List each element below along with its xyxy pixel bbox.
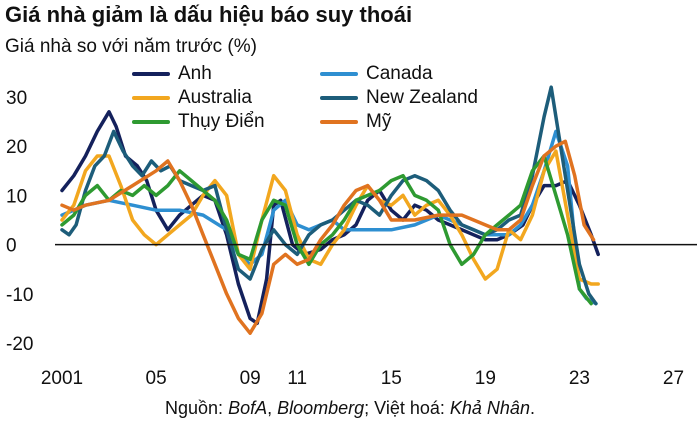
source-sep-2: ; Việt hoá: — [364, 398, 450, 418]
series-line-4 — [60, 154, 593, 306]
x-tick-label: 11 — [287, 368, 307, 389]
y-tick-label: 0 — [6, 236, 17, 257]
legend-label: Anh — [178, 63, 212, 84]
source-end: . — [529, 398, 535, 418]
legend-item: Australia — [132, 86, 252, 110]
x-tick-label: 19 — [475, 368, 496, 389]
legend-swatch — [320, 72, 358, 76]
y-tick-label: 20 — [6, 137, 27, 158]
x-tick-label: 05 — [146, 368, 167, 389]
legend-label: Canada — [366, 63, 433, 84]
source-sep-1: , — [267, 398, 278, 418]
legend-swatch — [132, 120, 170, 124]
legend-item: Canada — [320, 62, 433, 86]
legend-label: New Zealand — [366, 87, 478, 108]
x-tick-label: 2001 — [41, 368, 83, 389]
y-tick-label: 10 — [6, 186, 27, 207]
legend-label: Australia — [178, 87, 252, 108]
legend-label: Mỹ — [366, 111, 392, 132]
legend-item: New Zealand — [320, 86, 478, 110]
x-tick-label: 23 — [569, 368, 590, 389]
source-author: Khả Nhân — [449, 398, 530, 418]
x-tick-label: 15 — [381, 368, 402, 389]
y-tick-label: -20 — [6, 334, 33, 355]
legend-label: Thụy Điển — [178, 111, 265, 132]
chart-title: Giá nhà giảm là dấu hiệu báo suy thoái — [5, 2, 413, 27]
legend-item: Mỹ — [320, 110, 391, 134]
y-tick-label: -10 — [6, 285, 33, 306]
source-bofa: BofA — [228, 398, 268, 418]
legend-item: Thụy Điển — [132, 110, 265, 134]
legend-swatch — [132, 96, 170, 100]
source-note: Nguồn: BofA, Bloomberg; Việt hoá: Khả Nh… — [0, 398, 700, 419]
source-prefix: Nguồn: — [165, 398, 229, 418]
series-line-5 — [60, 139, 596, 335]
legend-swatch — [320, 96, 358, 100]
series-line-3 — [60, 85, 598, 306]
legend-swatch — [320, 120, 358, 124]
source-bloomberg: Bloomberg — [277, 398, 365, 418]
legend-item: Anh — [132, 62, 212, 86]
x-tick-label: 09 — [240, 368, 261, 389]
legend-swatch — [132, 72, 170, 76]
chart-legend: Anh Australia Thụy Điển Canada New Zealand Mỹ — [132, 62, 552, 134]
y-tick-label: 30 — [6, 88, 27, 109]
y-axis-label: Giá nhà so với năm trước (%) — [5, 36, 257, 57]
x-tick-label: 27 — [663, 368, 684, 389]
